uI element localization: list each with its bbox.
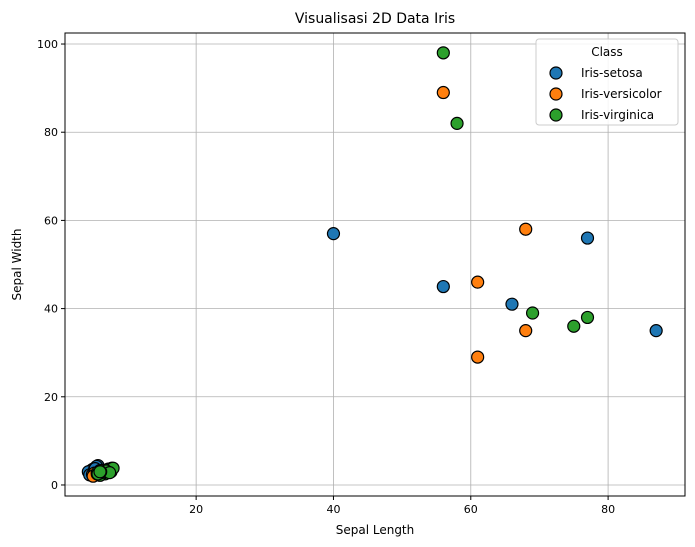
data-point — [326, 227, 341, 241]
y-axis-ticks: 0 20 40 60 80 100 — [37, 38, 65, 492]
legend-label: Iris-setosa — [581, 66, 643, 80]
legend-marker — [549, 87, 563, 101]
legend-entry: Iris-setosa — [549, 66, 643, 80]
data-point — [436, 46, 450, 60]
data-point — [471, 275, 485, 289]
legend-entry: Iris-versicolor — [549, 87, 662, 101]
legend-frame — [535, 38, 679, 126]
y-tick-label: 0 — [51, 479, 58, 492]
chart-title: Visualisasi 2D Data Iris — [295, 11, 455, 27]
data-point — [505, 297, 519, 311]
y-tick-label: 80 — [44, 126, 58, 139]
x-tick-label: 20 — [189, 503, 203, 516]
legend-title: Class — [591, 45, 623, 59]
legend-label: Iris-versicolor — [581, 87, 662, 101]
data-point — [519, 324, 533, 338]
y-tick-label: 40 — [44, 303, 58, 316]
x-tick-label: 80 — [601, 503, 615, 516]
y-tick-label: 60 — [44, 214, 58, 227]
x-axis-label: Sepal Length — [336, 523, 415, 537]
legend-label: Iris-virginica — [581, 108, 654, 122]
y-tick-label: 100 — [37, 38, 58, 51]
legend: Class Iris-setosa Iris-versicolor Iris-vir… — [535, 38, 679, 126]
data-point — [567, 319, 581, 333]
data-point — [436, 279, 450, 294]
plot-frame — [64, 32, 686, 497]
data-point — [450, 116, 464, 130]
data-point — [580, 310, 595, 325]
series-iris-virginica — [90, 46, 595, 482]
x-tick-label: 40 — [326, 503, 340, 516]
data-point — [525, 306, 540, 320]
points-layer — [81, 46, 663, 483]
data-point — [649, 324, 663, 338]
legend-marker — [549, 108, 563, 122]
data-point — [519, 222, 533, 236]
y-axis-label: Sepal Width — [10, 229, 24, 301]
x-axis-ticks: 20 40 60 80 — [189, 496, 615, 516]
data-point — [580, 231, 595, 245]
legend-entry: Iris-virginica — [549, 108, 654, 122]
x-tick-label: 60 — [464, 503, 478, 516]
data-point — [436, 85, 450, 100]
legend-marker — [549, 66, 563, 80]
legend-entries: Iris-setosa Iris-versicolor Iris-virginica — [549, 66, 662, 122]
y-tick-label: 20 — [44, 391, 58, 404]
data-point — [93, 465, 107, 479]
data-point — [471, 350, 485, 364]
